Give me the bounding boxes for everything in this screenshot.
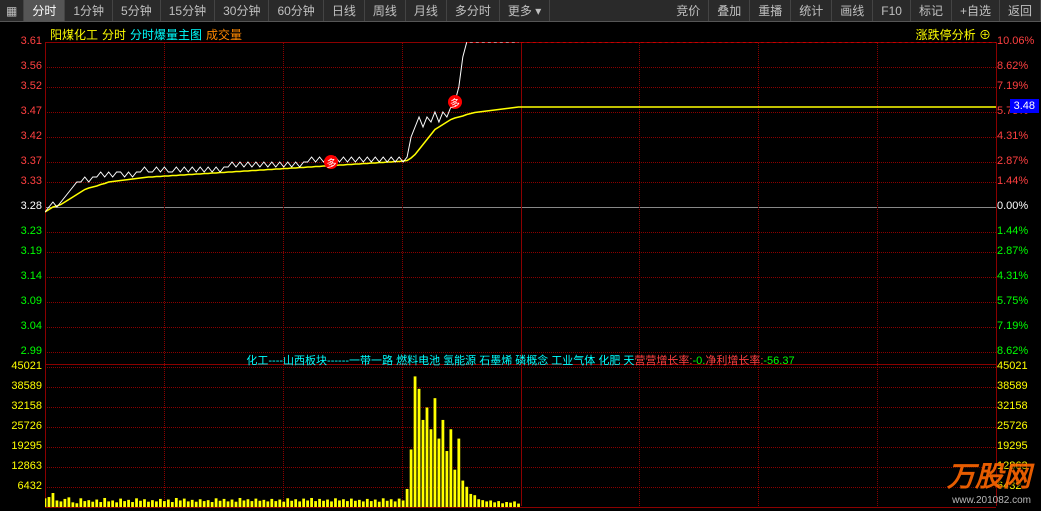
tab-多分时[interactable]: 多分时 (447, 0, 500, 21)
price-tick-left: 3.28 (2, 200, 42, 212)
sector-info: 化工----山西板块------一带一路 燃料电池 氢能源 石墨烯 磷概念 工业… (45, 352, 996, 368)
view-type: 分时 (102, 26, 126, 43)
vol-tick-left: 32158 (2, 400, 42, 412)
price-tick-left: 3.42 (2, 130, 42, 142)
price-tick-right: 5.75% (997, 295, 1039, 307)
stock-name: 阳煤化工 (50, 26, 98, 43)
price-tick-right: 7.19% (997, 80, 1039, 92)
price-tick-right: 2.87% (997, 155, 1039, 167)
price-tick-left: 3.56 (2, 60, 42, 72)
price-tick-left: 3.23 (2, 225, 42, 237)
tab-60分钟[interactable]: 60分钟 (269, 0, 323, 21)
analysis-link[interactable]: 涨跌停分析 ⊕ (916, 26, 991, 43)
btn-画线[interactable]: 画线 (832, 0, 873, 21)
btn-重播[interactable]: 重播 (750, 0, 791, 21)
main-container: ▦ 分时1分钟5分钟15分钟30分钟60分钟日线周线月线多分时更多 ▾ 竞价叠加… (0, 0, 1041, 511)
btn-统计[interactable]: 统计 (791, 0, 832, 21)
menu-icon[interactable]: ▦ (0, 0, 24, 21)
vol-tick-right: 38589 (997, 380, 1039, 392)
volume-chart[interactable] (45, 367, 996, 507)
btn-+自选[interactable]: +自选 (952, 0, 1000, 21)
btn-F10[interactable]: F10 (873, 0, 911, 21)
price-tick-left: 3.61 (2, 35, 42, 47)
price-tick-left: 3.47 (2, 105, 42, 117)
volume-label: 成交量 (206, 26, 242, 43)
signal-marker: 多 (448, 95, 462, 109)
tab-更多[interactable]: 更多 ▾ (500, 0, 550, 21)
chart-area: 阳煤化工 分时 分时爆量主图 成交量 涨跌停分析 ⊕ 3.61 3.56 3.52 3… (0, 22, 1041, 511)
price-svg (45, 42, 996, 352)
price-tick-left: 3.09 (2, 295, 42, 307)
btn-返回[interactable]: 返回 (1000, 0, 1041, 21)
price-tick-right: 10.06% (997, 35, 1039, 47)
tab-日线[interactable]: 日线 (324, 0, 365, 21)
price-tick-left: 3.37 (2, 155, 42, 167)
profit-growth-value: -56.37 (763, 355, 794, 367)
btn-竞价[interactable]: 竞价 (668, 0, 709, 21)
tab-分时[interactable]: 分时 (24, 0, 65, 21)
watermark-brand: 万股网 (947, 455, 1031, 495)
vol-tick-left: 6432 (2, 480, 42, 492)
indicator-name: 分时爆量主图 (130, 26, 202, 43)
vol-tick-right: 19295 (997, 440, 1039, 452)
vol-tick-left: 38589 (2, 380, 42, 392)
vol-tick-right: 45021 (997, 360, 1039, 372)
price-tick-left: 3.52 (2, 80, 42, 92)
price-tick-right: 7.19% (997, 320, 1039, 332)
price-tick-right: 1.44% (997, 175, 1039, 187)
rev-growth-label: 营营增长率: (634, 355, 692, 367)
tab-5分钟[interactable]: 5分钟 (113, 0, 161, 21)
toolbar-right: 竞价叠加重播统计画线F10标记+自选返回 (668, 0, 1041, 21)
vol-tick-left: 45021 (2, 360, 42, 372)
price-tick-right: 2.87% (997, 245, 1039, 257)
price-tick-left: 3.14 (2, 270, 42, 282)
vol-tick-right: 25726 (997, 420, 1039, 432)
signal-marker: 多 (324, 155, 338, 169)
price-tick-left: 3.19 (2, 245, 42, 257)
tab-30分钟[interactable]: 30分钟 (215, 0, 269, 21)
volume-svg (45, 367, 996, 507)
vol-tick-left: 19295 (2, 440, 42, 452)
toolbar: ▦ 分时1分钟5分钟15分钟30分钟60分钟日线周线月线多分时更多 ▾ 竞价叠加… (0, 0, 1041, 22)
vol-tick-left: 12863 (2, 460, 42, 472)
price-tick-left: 3.33 (2, 175, 42, 187)
price-tick-right: 4.31% (997, 130, 1039, 142)
price-chart[interactable] (45, 42, 996, 352)
tab-15分钟[interactable]: 15分钟 (161, 0, 215, 21)
price-tick-right: 1.44% (997, 225, 1039, 237)
vol-tick-right: 32158 (997, 400, 1039, 412)
watermark-url: www.201082.com (947, 495, 1031, 506)
vol-tick-left: 25726 (2, 420, 42, 432)
tab-周线[interactable]: 周线 (365, 0, 406, 21)
watermark: 万股网 www.201082.com (947, 455, 1031, 506)
price-tick-right: 8.62% (997, 60, 1039, 72)
rev-growth-value: -0. (692, 355, 705, 367)
price-tick-right: 0.00% (997, 200, 1039, 212)
sector-categories: 化工----山西板块------一带一路 燃料电池 氢能源 石墨烯 磷概念 工业… (246, 355, 634, 367)
toolbar-left: ▦ 分时1分钟5分钟15分钟30分钟60分钟日线周线月线多分时更多 ▾ (0, 0, 550, 21)
price-tick-right: 4.31% (997, 270, 1039, 282)
profit-growth-label: 净利增长率: (705, 355, 763, 367)
btn-叠加[interactable]: 叠加 (709, 0, 750, 21)
price-tick-right: 8.62% (997, 345, 1039, 357)
tab-1分钟[interactable]: 1分钟 (65, 0, 113, 21)
chart-header: 阳煤化工 分时 分时爆量主图 成交量 (50, 26, 242, 43)
price-tick-left: 3.04 (2, 320, 42, 332)
target-icon: ⊕ (979, 28, 991, 42)
price-tick-left: 2.99 (2, 345, 42, 357)
btn-标记[interactable]: 标记 (911, 0, 952, 21)
tab-月线[interactable]: 月线 (406, 0, 447, 21)
current-price-label: 3.48 (1010, 99, 1039, 113)
